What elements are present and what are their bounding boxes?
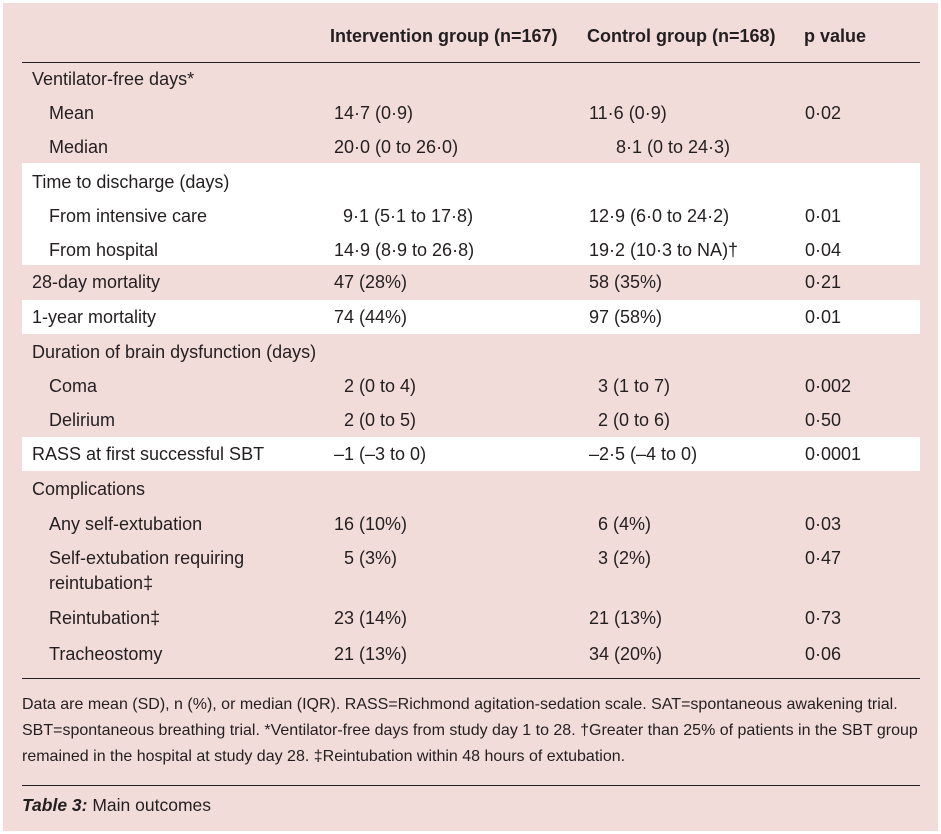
intervention-value: 14·9 (8·9 to 26·8) (334, 238, 474, 262)
p-value: 0·02 (805, 101, 841, 125)
control-value: 3 (1 to 7) (598, 374, 670, 398)
control-value: 2 (0 to 6) (598, 408, 670, 432)
caption-rule (22, 785, 920, 786)
intervention-value: 2 (0 to 5) (344, 408, 416, 432)
table-row: Delirium 2 (0 to 5) 2 (0 to 6) 0·50 (22, 402, 920, 436)
control-value: 21 (13%) (589, 606, 662, 630)
intervention-value: 47 (28%) (334, 270, 407, 294)
intervention-value: 2 (0 to 4) (344, 374, 416, 398)
intervention-value: 20·0 (0 to 26·0) (334, 135, 458, 159)
p-value: 0·0001 (805, 442, 861, 466)
table-row: RASS at first successful SBT –1 (–3 to 0… (22, 437, 920, 471)
table-row: Median 20·0 (0 to 26·0) 8·1 (0 to 24·3) (22, 132, 920, 166)
table-caption: Table 3: Main outcomes (22, 793, 211, 817)
table-row: Any self-extubation 16 (10%) 6 (4%) 0·03 (22, 507, 920, 541)
control-value: 34 (20%) (589, 642, 662, 666)
row-label: From hospital (49, 238, 158, 262)
table-section-discharge: Time to discharge (days) From intensive … (22, 163, 920, 265)
table-row: Coma 2 (0 to 4) 3 (1 to 7) 0·002 (22, 368, 920, 402)
intervention-value: 5 (3%) (344, 546, 397, 570)
header-p-value: p value (804, 25, 866, 47)
control-value: –2·5 (–4 to 0) (589, 442, 697, 466)
table-row: 28-day mortality 47 (28%) 58 (35%) 0·21 (22, 265, 920, 299)
row-label: Self-extubation requiring (49, 546, 244, 570)
table-row: 1-year mortality 74 (44%) 97 (58%) 0·01 (22, 300, 920, 334)
p-value: 0·002 (805, 374, 851, 398)
table-row: Ventilator-free days* (22, 64, 920, 98)
p-value: 0·73 (805, 606, 841, 630)
intervention-value: 9·1 (5·1 to 17·8) (343, 204, 473, 228)
intervention-value: 23 (14%) (334, 606, 407, 630)
intervention-value: 74 (44%) (334, 305, 407, 329)
intervention-value: 16 (10%) (334, 512, 407, 536)
row-label: Duration of brain dysfunction (days) (32, 340, 316, 364)
row-label: Time to discharge (days) (32, 170, 229, 194)
header-intervention: Intervention group (n=167) (330, 25, 558, 47)
control-value: 3 (2%) (598, 546, 651, 570)
p-value: 0·21 (805, 270, 841, 294)
p-value: 0·01 (805, 204, 841, 228)
row-label: Median (49, 135, 108, 159)
control-value: 97 (58%) (589, 305, 662, 329)
table-row: Reintubation‡ 23 (14%) 21 (13%) 0·73 (22, 603, 920, 637)
row-label: Delirium (49, 408, 115, 432)
row-label: Mean (49, 101, 94, 125)
control-value: 11·6 (0·9) (589, 101, 667, 125)
table-row: Mean 14·7 (0·9) 11·6 (0·9) 0·02 (22, 98, 920, 132)
table-footnote: Data are mean (SD), n (%), or median (IQ… (22, 692, 922, 770)
p-value: 0·03 (805, 512, 841, 536)
intervention-value: 14·7 (0·9) (334, 101, 413, 125)
header-rule (22, 62, 920, 63)
table-panel: Intervention group (n=167) Control group… (3, 3, 938, 831)
table-row: Tracheostomy 21 (13%) 34 (20%) 0·06 (22, 637, 920, 671)
header-control: Control group (n=168) (587, 25, 776, 47)
intervention-value: –1 (–3 to 0) (334, 442, 426, 466)
row-label: From intensive care (49, 204, 207, 228)
table-row: Self-extubation requiring reintubation‡ … (22, 543, 920, 601)
row-label: 1-year mortality (32, 305, 156, 329)
row-label-continued: reintubation‡ (49, 571, 153, 595)
row-label: Tracheostomy (49, 642, 162, 666)
row-label: Complications (32, 477, 145, 501)
caption-text: Main outcomes (87, 795, 211, 815)
table-header: Intervention group (n=167) Control group… (3, 3, 938, 62)
p-value: 0·06 (805, 642, 841, 666)
intervention-value: 21 (13%) (334, 642, 407, 666)
footer-rule (22, 678, 920, 679)
control-value: 12·9 (6·0 to 24·2) (589, 204, 729, 228)
row-label: Ventilator-free days* (32, 67, 194, 91)
p-value: 0·04 (805, 238, 841, 262)
p-value: 0·50 (805, 408, 841, 432)
control-value: 58 (35%) (589, 270, 662, 294)
control-value: 6 (4%) (598, 512, 651, 536)
table-row: Complications (22, 473, 920, 507)
row-label: Reintubation‡ (49, 606, 160, 630)
row-label: Any self-extubation (49, 512, 202, 536)
row-label: 28-day mortality (32, 270, 160, 294)
row-label: Coma (49, 374, 97, 398)
p-value: 0·47 (805, 546, 841, 570)
control-value: 19·2 (10·3 to NA)† (589, 238, 738, 262)
table-row: Duration of brain dysfunction (days) (22, 334, 920, 368)
p-value: 0·01 (805, 305, 841, 329)
control-value: 8·1 (0 to 24·3) (616, 135, 730, 159)
row-label: RASS at first successful SBT (32, 442, 264, 466)
caption-label: Table 3: (22, 795, 87, 815)
